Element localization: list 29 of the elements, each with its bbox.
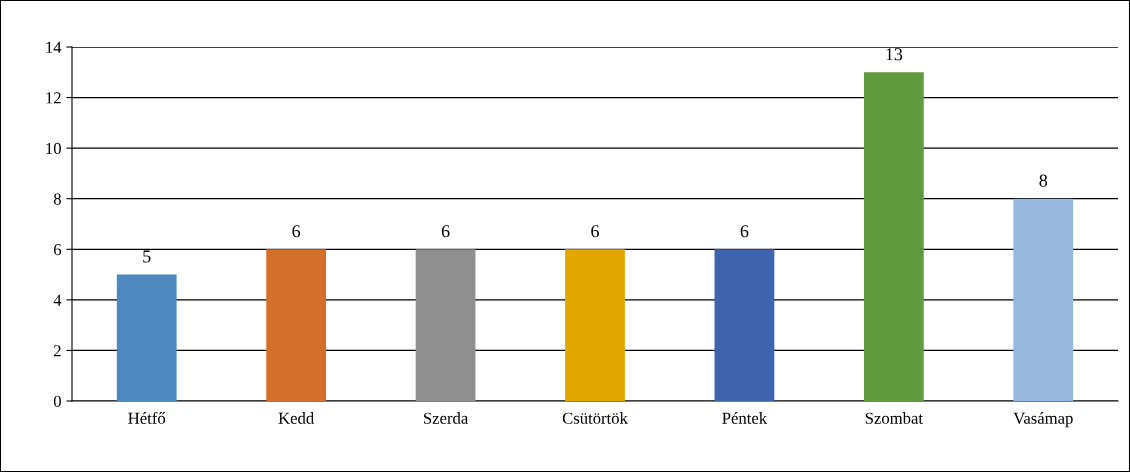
y-tick-label: 6 — [53, 244, 62, 256]
x-tick-label: Péntek — [722, 412, 768, 424]
x-tick-label: Csütörtök — [562, 412, 628, 424]
bar — [116, 274, 177, 401]
x-tick-label: Hétfő — [128, 411, 166, 424]
data-label: 6 — [740, 225, 749, 238]
y-tick-label: 12 — [46, 92, 61, 104]
data-label: 13 — [886, 48, 903, 61]
x-tick-label: Szombat — [865, 412, 923, 424]
x-tick-label: Szerda — [424, 412, 469, 424]
y-tick-label: 10 — [46, 142, 61, 155]
bar — [565, 249, 625, 401]
bar — [266, 249, 327, 401]
y-tick-label: 4 — [53, 294, 62, 306]
y-tick-label: 14 — [46, 41, 62, 53]
y-tick-label: 8 — [53, 193, 61, 205]
x-tick-label: Vasámap — [1013, 412, 1073, 428]
bar — [415, 249, 476, 401]
y-tick-label: 2 — [53, 345, 61, 357]
data-label: 6 — [292, 225, 301, 238]
y-tick-label: 0 — [53, 395, 61, 407]
data-label: 6 — [591, 225, 599, 238]
data-label: 6 — [441, 225, 450, 238]
bar — [714, 249, 775, 401]
bar — [1013, 198, 1074, 401]
x-tick-label: Kedd — [278, 412, 314, 424]
data-label: 8 — [1039, 174, 1048, 187]
data-label: 5 — [143, 250, 151, 263]
bar — [863, 72, 924, 401]
